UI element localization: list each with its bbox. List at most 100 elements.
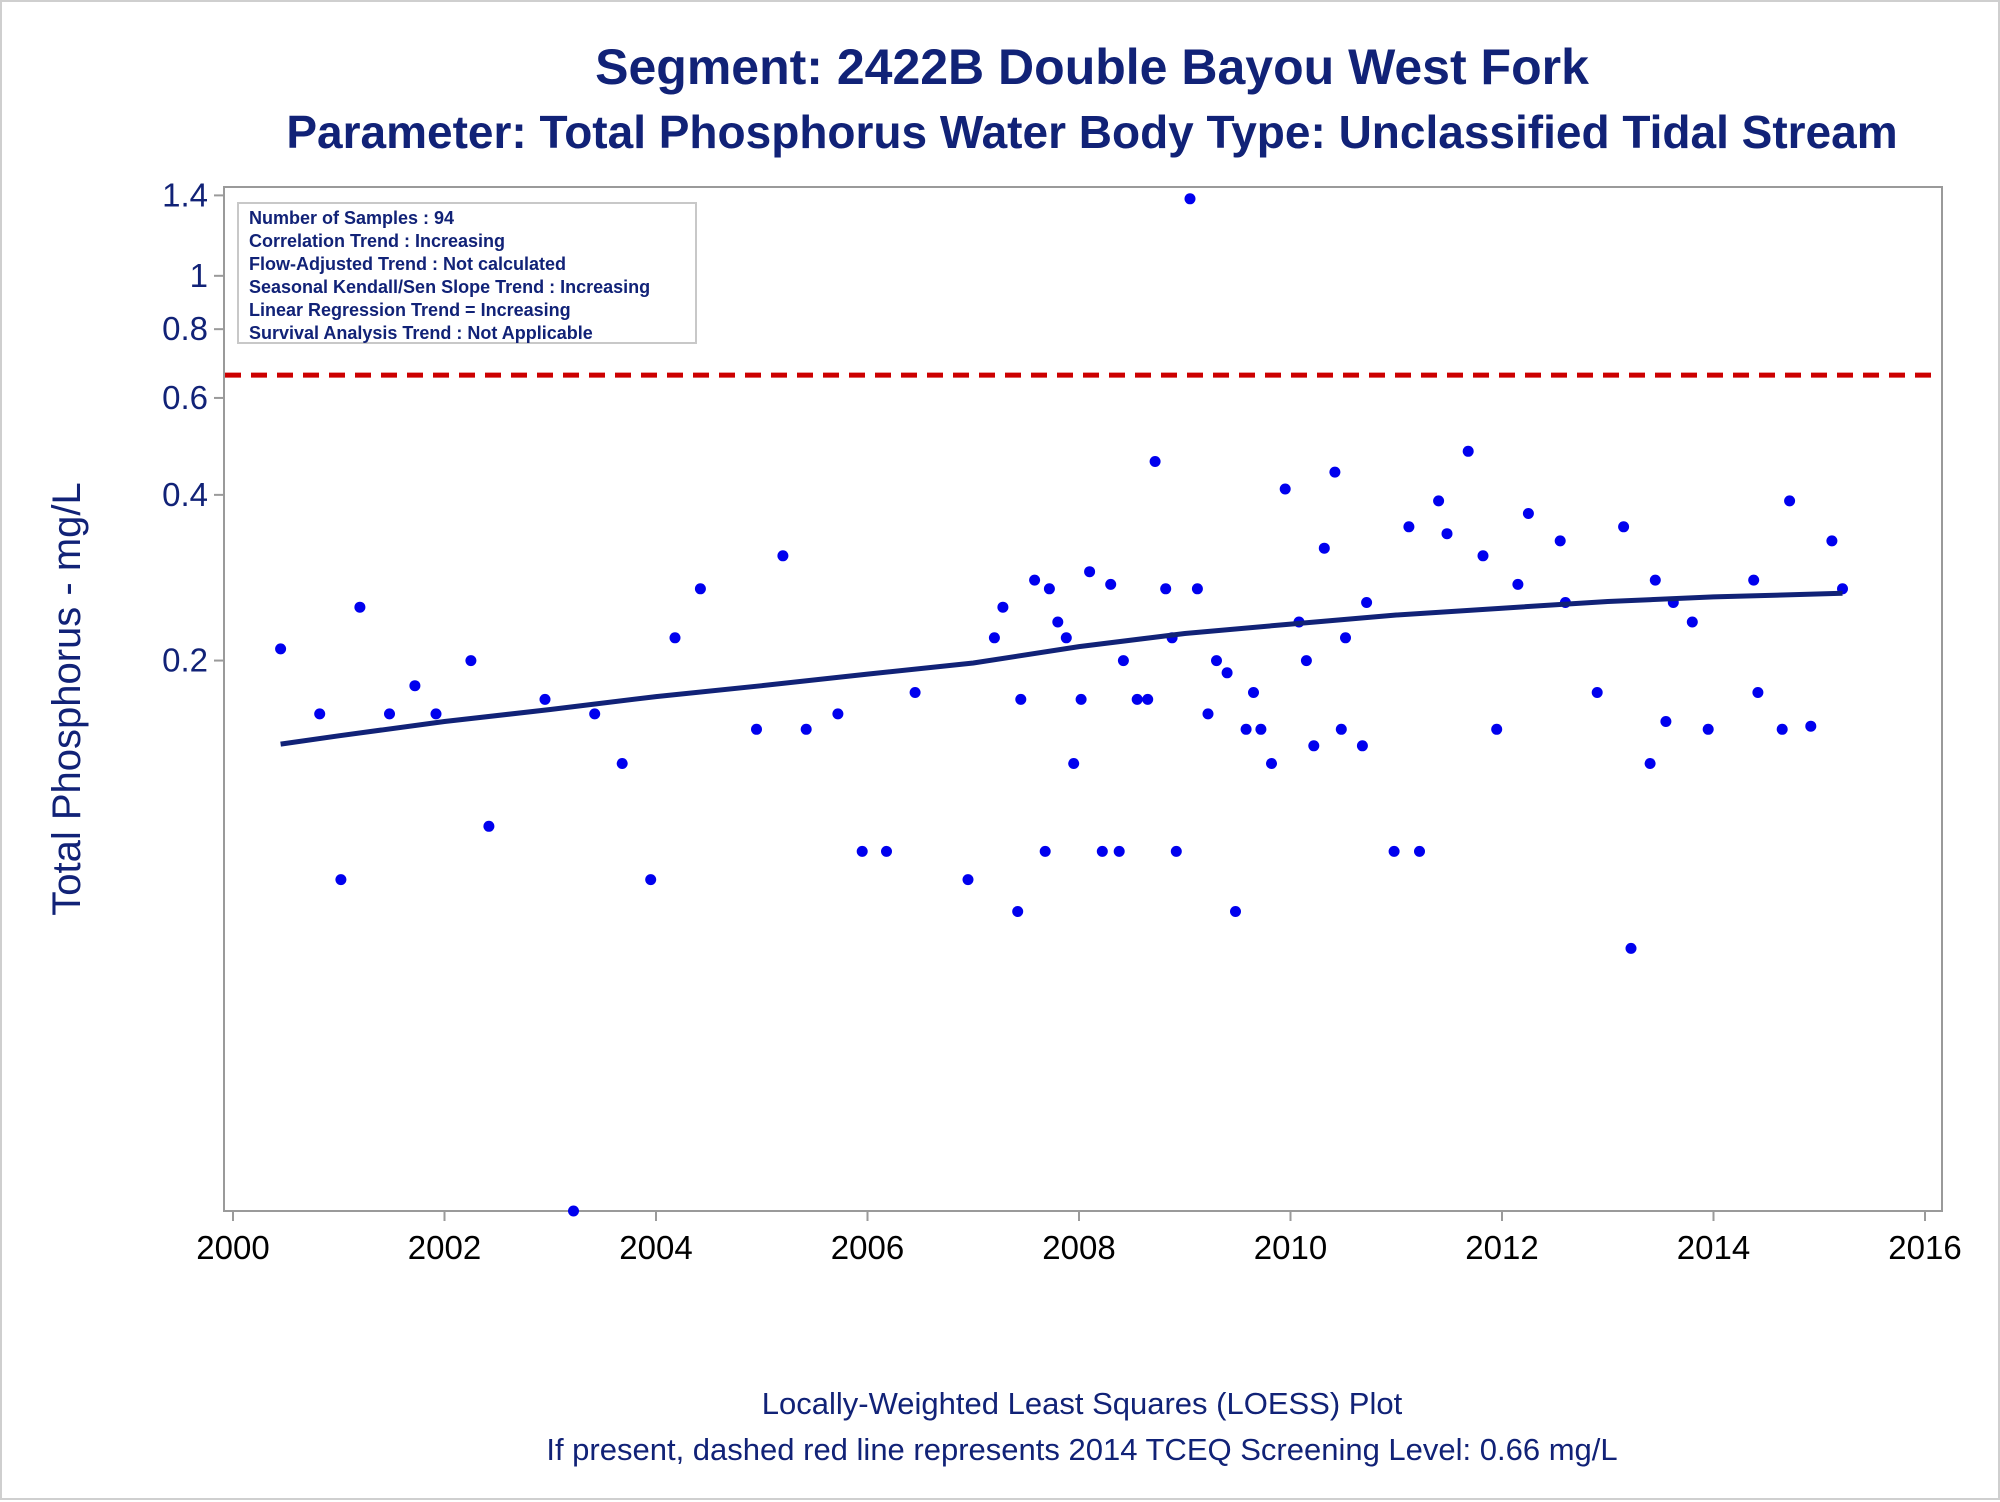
info-line-correlation: Correlation Trend : Increasing xyxy=(249,231,505,251)
data-point-55 xyxy=(1266,758,1277,769)
data-point-47 xyxy=(1191,583,1203,595)
data-point-74 xyxy=(1512,578,1524,590)
data-point-1 xyxy=(314,708,326,720)
data-point-34 xyxy=(1075,693,1087,705)
data-point-36 xyxy=(1096,845,1108,857)
data-point-70 xyxy=(1441,528,1453,540)
data-point-30 xyxy=(1043,583,1055,595)
data-point-42 xyxy=(1149,456,1161,467)
y-tick-label-5: 1.4 xyxy=(162,176,208,213)
data-point-22 xyxy=(909,687,921,698)
data-point-61 xyxy=(1329,466,1341,478)
data-point-72 xyxy=(1477,550,1489,562)
y-axis-title: Total Phosphorus - mg/L xyxy=(45,482,89,916)
data-point-37 xyxy=(1105,578,1117,590)
y-tick-label-0: 0.2 xyxy=(162,642,208,679)
data-point-73 xyxy=(1491,723,1503,735)
x-tick-label-2002: 2002 xyxy=(408,1229,481,1266)
data-point-67 xyxy=(1403,521,1415,533)
data-point-45 xyxy=(1170,845,1182,857)
data-point-28 xyxy=(1029,574,1041,586)
data-point-82 xyxy=(1649,574,1661,586)
x-tick-label-2008: 2008 xyxy=(1042,1229,1115,1266)
data-point-86 xyxy=(1702,723,1714,735)
data-point-66 xyxy=(1388,845,1400,857)
data-point-76 xyxy=(1554,535,1566,547)
data-point-59 xyxy=(1308,740,1320,752)
footnote-screening: If present, dashed red line represents 2… xyxy=(546,1432,1617,1467)
data-point-12 xyxy=(616,758,628,769)
chart-subtitle: Parameter: Total Phosphorus Water Body T… xyxy=(286,106,1897,158)
data-point-63 xyxy=(1340,632,1351,644)
data-point-33 xyxy=(1068,758,1080,769)
data-point-43 xyxy=(1160,583,1172,595)
data-point-11 xyxy=(589,708,601,720)
data-point-9 xyxy=(539,693,551,705)
data-point-52 xyxy=(1240,723,1252,735)
info-line-samples: Number of Samples : 94 xyxy=(249,208,454,228)
info-line-flow-adjusted: Flow-Adjusted Trend : Not calculated xyxy=(249,254,566,274)
y-tick-label-1: 0.4 xyxy=(162,476,208,513)
data-point-62 xyxy=(1335,723,1347,735)
data-point-46 xyxy=(1184,193,1196,205)
info-line-survival: Survival Analysis Trend : Not Applicable xyxy=(249,323,593,343)
data-point-88 xyxy=(1752,687,1764,698)
data-point-81 xyxy=(1644,758,1656,769)
data-point-27 xyxy=(1015,693,1027,705)
x-tick-label-2014: 2014 xyxy=(1677,1229,1750,1266)
data-point-54 xyxy=(1255,723,1267,735)
info-line-linear-regression: Linear Regression Trend = Increasing xyxy=(249,300,571,320)
data-point-68 xyxy=(1414,845,1425,857)
data-point-75 xyxy=(1522,508,1534,519)
footnote-loess: Locally-Weighted Least Squares (LOESS) P… xyxy=(762,1386,1403,1421)
data-point-48 xyxy=(1202,708,1214,720)
data-point-25 xyxy=(997,601,1009,613)
data-point-51 xyxy=(1230,906,1241,917)
data-point-50 xyxy=(1221,667,1233,679)
info-box-border xyxy=(237,202,697,344)
data-point-3 xyxy=(354,601,366,613)
y-tick-label-3: 0.8 xyxy=(162,310,208,347)
y-axis: 0.2 0.4 0.6 0.8 1 1.4 xyxy=(162,176,224,679)
data-points xyxy=(275,193,1848,1217)
data-point-4 xyxy=(384,708,395,720)
data-point-32 xyxy=(1060,632,1072,644)
data-point-20 xyxy=(856,845,868,857)
data-point-16 xyxy=(751,723,762,735)
data-point-10 xyxy=(568,1205,579,1217)
data-point-39 xyxy=(1117,655,1129,667)
y-tick-label-2: 0.6 xyxy=(162,379,208,416)
data-point-90 xyxy=(1784,495,1796,507)
data-point-18 xyxy=(800,723,812,735)
x-tick-label-2004: 2004 xyxy=(619,1229,692,1266)
data-point-40 xyxy=(1131,693,1143,705)
data-point-26 xyxy=(1012,906,1024,917)
x-tick-label-2000: 2000 xyxy=(196,1229,269,1266)
data-point-6 xyxy=(430,708,442,720)
data-point-83 xyxy=(1660,716,1672,727)
data-point-60 xyxy=(1318,542,1330,554)
data-point-8 xyxy=(483,820,495,832)
loess-trend-line xyxy=(280,590,1843,747)
data-point-21 xyxy=(881,845,892,857)
data-point-29 xyxy=(1039,845,1051,857)
data-point-65 xyxy=(1361,597,1373,608)
data-point-64 xyxy=(1356,740,1368,752)
data-point-14 xyxy=(669,632,681,644)
data-point-5 xyxy=(409,680,421,692)
y-tick-label-4: 1 xyxy=(190,257,208,294)
x-tick-label-2006: 2006 xyxy=(831,1229,904,1266)
info-box: Number of Samples : 94 Correlation Trend… xyxy=(237,202,697,344)
data-point-58 xyxy=(1300,655,1312,667)
data-point-92 xyxy=(1826,535,1838,547)
data-point-41 xyxy=(1142,693,1154,705)
x-tick-label-2016: 2016 xyxy=(1888,1229,1961,1266)
info-line-seasonal-kendall: Seasonal Kendall/Sen Slope Trend : Incre… xyxy=(249,277,650,297)
data-point-7 xyxy=(465,655,477,667)
data-point-80 xyxy=(1625,942,1637,954)
data-point-91 xyxy=(1805,720,1817,732)
data-point-38 xyxy=(1113,845,1125,857)
data-point-85 xyxy=(1686,616,1698,628)
